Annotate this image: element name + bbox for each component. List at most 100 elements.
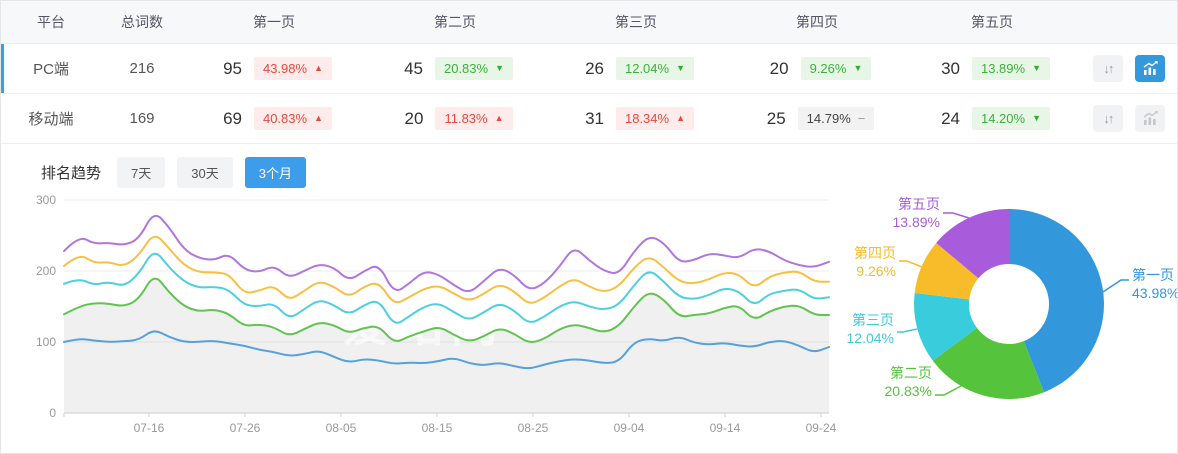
pie-label-line bbox=[1102, 279, 1129, 293]
total-words-cell: 169 bbox=[101, 93, 183, 144]
trend-chart-button[interactable] bbox=[1135, 105, 1165, 132]
page5-cell: 24 14.20% ▼ bbox=[907, 93, 1077, 144]
pie-slice[interactable] bbox=[936, 209, 1009, 279]
sort-button[interactable]: ↓↑ bbox=[1092, 105, 1123, 132]
change-badge: 12.04% ▼ bbox=[615, 57, 694, 80]
change-badge: 14.20% ▼ bbox=[971, 107, 1050, 130]
change-badge: 18.34% ▲ bbox=[615, 107, 694, 130]
sort-icon: ↓↑ bbox=[1103, 111, 1114, 126]
x-axis-label: 08-25 bbox=[518, 421, 549, 435]
actions-cell: ↓↑ bbox=[1077, 93, 1177, 144]
sort-button[interactable]: ↓↑ bbox=[1092, 55, 1123, 82]
change-badge: 20.83% ▼ bbox=[434, 57, 513, 80]
actions-cell: ↓↑ bbox=[1077, 43, 1177, 94]
trend-chart-icon bbox=[1143, 111, 1158, 125]
pie-label-value: 43.98% bbox=[1132, 285, 1178, 301]
up-indicator-icon: ▲ bbox=[314, 113, 323, 123]
count-value: 25 bbox=[766, 108, 786, 128]
count-value: 24 bbox=[941, 108, 960, 128]
watermark: 爱站网 bbox=[343, 299, 505, 351]
page-distribution-donut-area: 第一页 43.98% 第二页 20.83% 第三页 12.04% 第四页 9.26% 第五页 13… bbox=[847, 185, 1178, 449]
page4-cell: 25 14.79% − bbox=[727, 93, 907, 144]
line-green bbox=[63, 277, 830, 343]
pie-label-name: 第五页 bbox=[898, 196, 940, 212]
platform-cell: PC端 bbox=[1, 43, 101, 94]
pie-label-value: 20.83% bbox=[885, 383, 932, 399]
x-axis-label: 07-26 bbox=[230, 421, 261, 435]
y-axis-label: 200 bbox=[36, 264, 56, 278]
change-badge: 14.79% − bbox=[797, 107, 875, 130]
down-indicator-icon: ▼ bbox=[853, 63, 863, 73]
flat-indicator-icon: − bbox=[857, 111, 866, 126]
line-cyan bbox=[63, 252, 830, 324]
page2-cell: 45 20.83% ▼ bbox=[365, 43, 545, 94]
column-header-page4: 第四页 bbox=[727, 1, 907, 44]
platform-label: 移动端 bbox=[28, 111, 74, 128]
pie-label-line bbox=[935, 385, 962, 396]
y-axis-label: 300 bbox=[36, 193, 56, 207]
count-value: 30 bbox=[941, 58, 960, 78]
line-yellow bbox=[63, 235, 830, 304]
change-badge: 9.26% ▼ bbox=[800, 57, 872, 80]
trend-title: 排名趋势 bbox=[41, 165, 102, 182]
x-axis-label: 08-15 bbox=[422, 421, 453, 435]
up-indicator-icon: ▲ bbox=[676, 113, 685, 123]
pie-label-value: 9.26% bbox=[856, 263, 896, 279]
page1-cell: 69 40.83% ▲ bbox=[183, 93, 365, 144]
area-fill bbox=[64, 278, 829, 413]
table-header-row: 平台 总词数 第一页 第二页 第三页 第四页 第五页 bbox=[1, 1, 1177, 44]
tab-30days[interactable]: 30天 bbox=[177, 157, 233, 188]
page5-cell: 30 13.89% ▼ bbox=[907, 43, 1077, 94]
trend-line-chart-area: 0 100 200 300 爱站网 07-16 07-26 08-05 08-15 08-25 09… bbox=[29, 189, 839, 447]
pie-label-name: 第三页 bbox=[852, 312, 894, 328]
trend-chart-icon bbox=[1143, 61, 1158, 75]
pie-label-value: 13.89% bbox=[893, 214, 940, 230]
pie-label-name: 第四页 bbox=[854, 245, 896, 261]
column-header-page1: 第一页 bbox=[183, 1, 365, 44]
count-value: 20 bbox=[769, 58, 789, 78]
table-row-pc[interactable]: PC端 216 95 43.98% ▲ 45 20.83% ▼ 26 12.04% ▼ 20… bbox=[1, 43, 1177, 94]
change-badge: 43.98% ▲ bbox=[253, 57, 332, 80]
page1-cell: 95 43.98% ▲ bbox=[183, 43, 365, 94]
pie-label-name: 第一页 bbox=[1132, 267, 1174, 283]
table-row-mobile[interactable]: 移动端 169 69 40.83% ▲ 20 11.83% ▲ 31 18.34% ▲ 25… bbox=[1, 93, 1177, 144]
platform-cell: 移动端 bbox=[1, 93, 101, 144]
y-axis-label: 0 bbox=[49, 406, 56, 420]
pie-slice[interactable] bbox=[914, 242, 979, 300]
pie-label-line bbox=[899, 260, 923, 268]
page-distribution-donut: 第一页 43.98% 第二页 20.83% 第三页 12.04% 第四页 9.26% 第五页 13… bbox=[847, 196, 1178, 399]
column-header-page2: 第二页 bbox=[365, 1, 545, 44]
column-header-total: 总词数 bbox=[101, 1, 183, 44]
down-indicator-icon: ▼ bbox=[1032, 63, 1041, 73]
line-purple bbox=[63, 214, 830, 293]
column-header-page3: 第三页 bbox=[545, 1, 727, 44]
total-words-cell: 216 bbox=[101, 43, 183, 94]
tab-3months[interactable]: 3个月 bbox=[244, 157, 306, 188]
pie-slice[interactable] bbox=[1009, 209, 1104, 393]
change-badge: 11.83% ▲ bbox=[435, 107, 513, 130]
pie-slice[interactable] bbox=[913, 292, 977, 361]
down-indicator-icon: ▼ bbox=[676, 63, 685, 73]
count-value: 45 bbox=[404, 58, 423, 78]
count-value: 20 bbox=[404, 108, 424, 128]
platform-label: PC端 bbox=[33, 61, 69, 78]
x-axis-label: 07-16 bbox=[134, 421, 165, 435]
down-indicator-icon: ▼ bbox=[1032, 113, 1041, 123]
selected-row-indicator bbox=[1, 44, 4, 93]
count-value: 95 bbox=[223, 58, 242, 78]
up-indicator-icon: ▲ bbox=[494, 113, 504, 123]
page3-cell: 26 12.04% ▼ bbox=[545, 43, 727, 94]
tab-7days[interactable]: 7天 bbox=[117, 157, 166, 188]
page3-cell: 31 18.34% ▲ bbox=[545, 93, 727, 144]
trend-chart-button[interactable] bbox=[1135, 55, 1165, 82]
pie-slice[interactable] bbox=[932, 327, 1045, 399]
x-axis-label: 08-05 bbox=[326, 421, 357, 435]
pie-label-value: 12.04% bbox=[847, 330, 894, 346]
trend-line-chart: 0 100 200 300 爱站网 07-16 07-26 08-05 08-15 08-25 09… bbox=[36, 193, 837, 435]
trend-toolbar: 排名趋势 7天 30天 3个月 bbox=[41, 157, 1177, 188]
x-axis-label: 09-04 bbox=[614, 421, 645, 435]
count-value: 26 bbox=[585, 58, 604, 78]
pie-label-line bbox=[897, 328, 918, 333]
line-blue bbox=[63, 330, 830, 370]
